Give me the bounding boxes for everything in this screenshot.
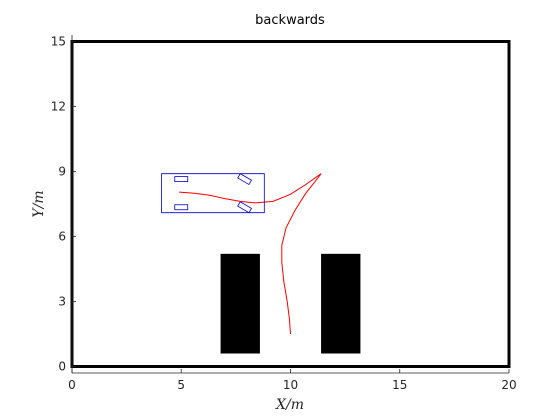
car-wheel-1 <box>174 176 189 182</box>
parked-car-2 <box>321 253 361 354</box>
y-tick-label: 3 <box>58 295 66 309</box>
trajectory-2 <box>179 173 322 204</box>
y-tick-label: 9 <box>58 165 66 179</box>
parked-car-1 <box>220 253 260 354</box>
axes: 0 5 10 15 20 0 3 6 9 12 15 <box>51 35 517 393</box>
x-tick-label: 10 <box>283 378 298 392</box>
trajectory-1 <box>281 173 322 335</box>
car-body <box>161 173 265 214</box>
y-tick-label: 0 <box>58 360 66 374</box>
car-wheel-4 <box>237 201 253 214</box>
y-tick-label: 6 <box>58 230 66 244</box>
car-wheel-2 <box>174 204 189 211</box>
car-wheel-3 <box>237 173 253 186</box>
x-tick-label: 0 <box>68 378 76 392</box>
chart-title: backwards <box>255 13 325 28</box>
x-axis-label: X/m <box>275 397 304 413</box>
x-tick-label: 20 <box>501 378 516 392</box>
x-tick-label: 15 <box>392 378 407 392</box>
y-tick-label: 12 <box>51 100 66 114</box>
x-tick-label: 5 <box>177 378 185 392</box>
y-tick-label: 15 <box>51 35 66 49</box>
y-axis-label: Y/m <box>31 190 47 217</box>
